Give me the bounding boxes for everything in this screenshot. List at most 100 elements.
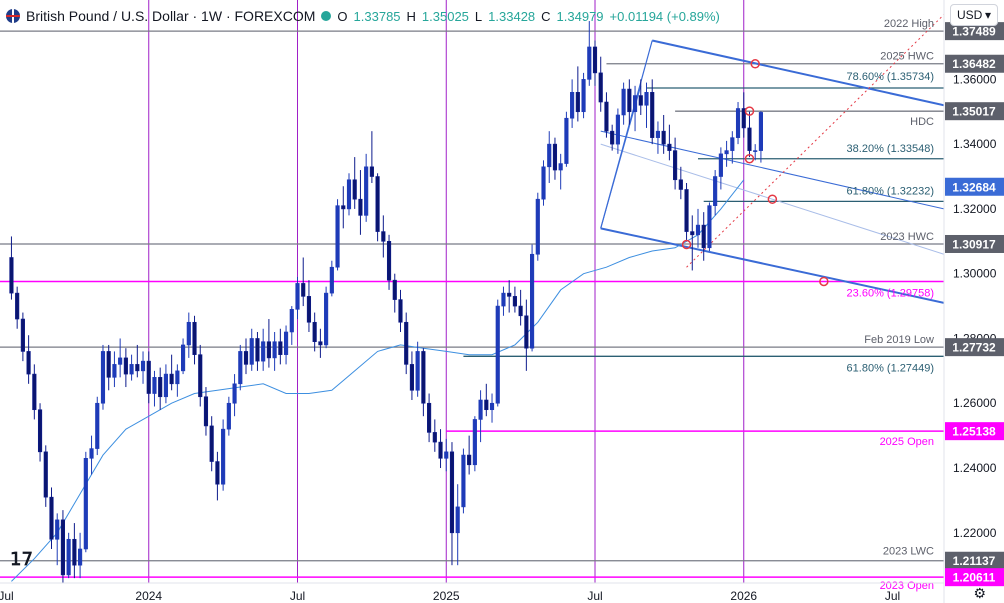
low-label: L <box>474 8 483 24</box>
level-label: HDC <box>910 116 934 128</box>
change-value: +0.01194 (+0.89%) <box>609 8 720 24</box>
last-price-label: 1.32684 <box>952 180 996 194</box>
time-tick-label: Jul <box>0 589 14 603</box>
price-badge <box>945 102 1004 121</box>
price-badge <box>945 234 1004 253</box>
candle-body <box>718 153 723 177</box>
candle-body <box>741 108 746 129</box>
candle-body <box>324 292 329 346</box>
price-tick-label: 1.30000 <box>953 267 997 281</box>
candle-body <box>221 428 226 485</box>
currency-label: USD <box>957 8 983 22</box>
plot-area <box>0 0 944 583</box>
candle-body <box>707 205 712 249</box>
candle-body <box>427 402 432 433</box>
candle-body <box>661 130 666 145</box>
high-value: 1.35025 <box>421 8 469 24</box>
price-tick-label: 1.26000 <box>953 396 997 410</box>
candle-body <box>312 321 317 343</box>
market-open-icon <box>321 11 332 21</box>
candle-body <box>163 373 168 398</box>
price-badge-label: 1.37489 <box>952 25 996 39</box>
channel-lower-line <box>600 227 944 304</box>
level-label: Feb 2019 Low <box>864 334 934 346</box>
candle-body <box>449 451 455 534</box>
candle-body <box>301 283 306 297</box>
chevron-down-icon: ▾ <box>984 8 991 22</box>
gear-icon[interactable]: ⚙ <box>973 585 986 601</box>
price-badge <box>945 551 1004 570</box>
candle-body <box>604 101 609 132</box>
chart-header: British Pound / U.S. Dollar · 1W · FOREX… <box>0 0 944 32</box>
candle-body <box>140 360 146 372</box>
candle-body <box>60 519 66 576</box>
candle-body <box>55 519 60 540</box>
time-tick-label: 2024 <box>135 589 162 603</box>
candle-body <box>638 95 643 106</box>
candle-body <box>581 79 586 113</box>
candle-body <box>632 95 638 113</box>
candle-body <box>730 137 735 151</box>
candle-body <box>650 92 655 138</box>
candle-body <box>598 72 603 103</box>
candle-body <box>386 240 392 281</box>
candle-body <box>249 338 254 365</box>
candle-body <box>575 92 580 113</box>
candle-body <box>306 296 312 323</box>
gbp-flag-icon <box>6 9 20 23</box>
candle-body <box>181 344 186 372</box>
candle-body <box>43 451 48 498</box>
candle-body <box>146 360 151 394</box>
dotted-trend-line <box>686 14 944 268</box>
candle-body <box>570 92 575 119</box>
candle-body <box>541 166 546 200</box>
candle-body <box>89 448 94 459</box>
candle-body <box>318 341 323 346</box>
close-label: C <box>541 8 551 24</box>
high-label: H <box>406 8 416 24</box>
time-tick-label: Jul <box>885 589 900 603</box>
candle-body <box>152 377 157 394</box>
price-tick-label: 1.22000 <box>953 526 997 540</box>
candle-body <box>15 292 20 320</box>
time-tick-label: 2026 <box>730 589 757 603</box>
candle-body <box>266 341 271 359</box>
candle-body <box>512 296 517 307</box>
candle-body <box>295 283 300 310</box>
candle-body <box>238 351 243 385</box>
candle-body <box>37 409 43 453</box>
candle-body <box>49 496 54 540</box>
candle-body <box>335 205 340 268</box>
candle-body <box>489 402 495 411</box>
candle-body <box>106 351 111 378</box>
tradingview-logo-icon: 𝟣𝟩 <box>10 549 33 569</box>
candle-body <box>78 548 83 566</box>
level-label: 38.20% (1.33548) <box>847 143 934 155</box>
currency-select[interactable]: USD ▾ <box>950 4 998 26</box>
candle-body <box>9 257 14 294</box>
price-badge <box>945 568 1004 587</box>
candle-body <box>352 179 357 200</box>
candle-body <box>392 279 397 300</box>
symbol-title[interactable]: British Pound / U.S. Dollar · 1W · FOREX… <box>26 8 316 24</box>
candle-body <box>278 341 283 355</box>
price-tick-label: 1.34000 <box>953 137 997 151</box>
low-value: 1.33428 <box>488 8 536 24</box>
candle-body <box>129 364 134 375</box>
candle-body <box>495 305 500 404</box>
candle-body <box>83 458 88 550</box>
pivot-marker <box>819 276 829 287</box>
price-badge-label: 1.20611 <box>953 571 996 585</box>
time-tick-label: Jul <box>290 589 305 603</box>
candle-body <box>564 117 569 164</box>
candle-body <box>192 321 197 355</box>
candle-body <box>381 231 386 242</box>
price-badge <box>945 422 1004 441</box>
price-badge-label: 1.25138 <box>952 425 996 439</box>
candle-body <box>203 396 209 427</box>
price-badge <box>945 338 1004 357</box>
candle-body <box>610 130 615 145</box>
level-label: 2023 LWC <box>883 546 934 558</box>
price-tick-label: 1.32000 <box>953 202 997 216</box>
